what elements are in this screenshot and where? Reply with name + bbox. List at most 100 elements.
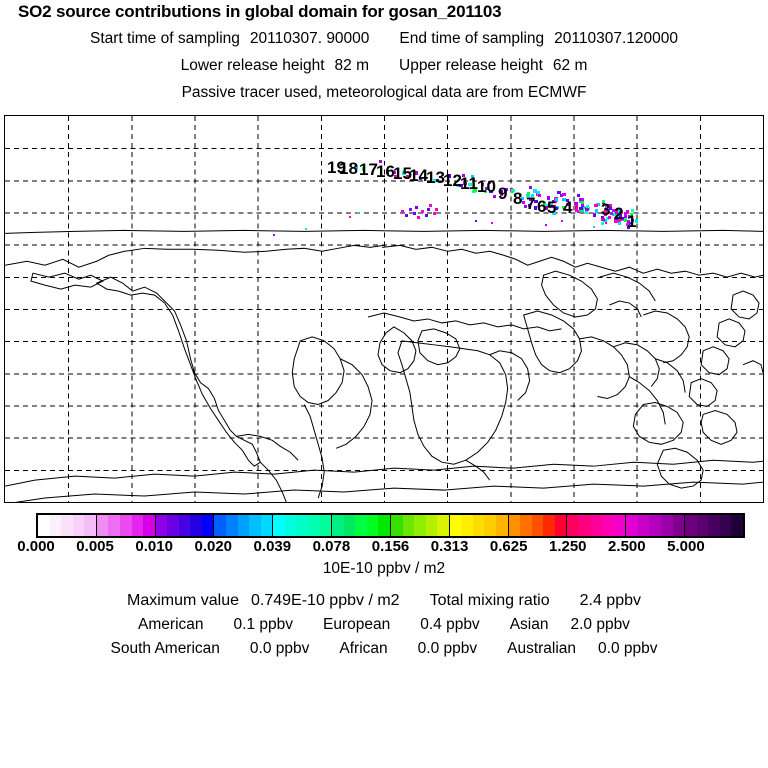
trajectory-label-16: 16 <box>376 162 395 181</box>
plume-pixel <box>602 200 605 203</box>
colorbar-step <box>390 515 403 536</box>
plume-pixel <box>605 204 608 207</box>
plume-pixel <box>626 210 629 213</box>
plume-pixel <box>609 204 612 207</box>
colorbar-step <box>508 515 521 536</box>
trajectory-label-17: 17 <box>359 160 378 179</box>
colorbar-tick-7: 0.313 <box>430 538 469 555</box>
colorbar-segment-3 <box>214 515 274 536</box>
region-european-value: 0.4 ppbv <box>420 616 480 633</box>
region-african-label: African <box>339 640 388 657</box>
plume-pixel-remote <box>593 226 595 228</box>
plume-pixel-europe <box>435 208 438 211</box>
max-value-value: 0.749E-10 ppbv / m2 <box>251 592 400 609</box>
page-title: SO2 source contributions in global domai… <box>18 2 502 21</box>
plume-pixel <box>533 189 537 193</box>
trajectory-label-18: 18 <box>339 159 358 178</box>
colorbar-step <box>190 515 202 536</box>
plume-pixel <box>629 222 632 225</box>
colorbar-step <box>249 515 261 536</box>
plume-pixel <box>612 213 615 216</box>
plume-pixel <box>468 183 472 186</box>
colorbar-step <box>237 515 250 536</box>
colorbar-step <box>461 515 473 536</box>
plume-pixel <box>581 200 584 204</box>
plume-pixel <box>546 204 550 207</box>
plume-pixel <box>524 205 527 208</box>
colorbar-step <box>214 515 227 536</box>
plume-pixel <box>489 190 493 193</box>
colorbar-step <box>201 515 214 536</box>
trajectory-label-14: 14 <box>409 166 428 185</box>
plume-pixel <box>562 193 566 196</box>
colorbar-segment-5 <box>332 515 391 536</box>
plume-pixel <box>624 216 627 219</box>
trajectory-label-4: 4 <box>563 198 573 217</box>
colorbar-step <box>425 515 438 536</box>
colorbar-tick-6: 0.156 <box>371 538 410 555</box>
colorbar-step <box>131 515 144 536</box>
trajectory-label-13: 13 <box>426 168 445 187</box>
colorbar-step <box>332 515 344 536</box>
plume-pixel <box>362 167 365 171</box>
plume-pixel-remote <box>357 212 359 214</box>
plume-pixel <box>543 202 546 205</box>
plume-pixel-remote <box>491 222 493 224</box>
colorbar-step <box>696 515 709 536</box>
plume-pixel <box>617 208 620 211</box>
plume-pixel <box>500 190 503 193</box>
plume-pixel <box>579 209 582 212</box>
plume-pixel-europe <box>433 212 436 215</box>
colorbar-tick-11: 5.000 <box>667 538 705 555</box>
plume-pixel <box>605 207 609 211</box>
colorbar-step <box>72 515 85 536</box>
colorbar-tick-9: 1.250 <box>548 538 587 555</box>
colorbar-step <box>308 515 320 536</box>
plume-pixel <box>552 211 556 215</box>
plume-pixel <box>610 212 613 215</box>
plume-pixel-europe <box>425 214 428 217</box>
colorbar-step <box>178 515 191 536</box>
plume-pixel <box>534 200 538 203</box>
colorbar-step <box>626 515 638 536</box>
plume-pixel <box>577 194 580 197</box>
colorbar-step <box>437 515 449 536</box>
end-time-value: 20110307.120000 <box>554 30 679 47</box>
colorbar-segment-11 <box>685 515 743 536</box>
colorbar-step <box>731 515 743 536</box>
plume-pixel <box>609 206 612 210</box>
colorbar-step <box>296 515 308 536</box>
plume-pixel <box>581 204 584 207</box>
plume-pixel <box>402 171 406 175</box>
sampling-time-row: Start time of sampling 20110307. 90000 End… <box>0 30 768 48</box>
plume-pixel <box>396 176 399 179</box>
plume-pixel <box>603 211 607 214</box>
colorbar-tick-4: 0.039 <box>253 538 292 555</box>
plume-pixel <box>612 209 616 212</box>
colorbar-segment-2 <box>155 515 215 536</box>
plume-pixel-europe <box>413 212 416 215</box>
plume-pixel <box>615 211 618 214</box>
plume-pixel-source <box>630 213 633 216</box>
start-time-label: Start time of sampling <box>89 30 240 47</box>
plume-pixel <box>554 199 557 203</box>
plume-pixel <box>596 203 600 206</box>
coastlines <box>5 230 763 502</box>
plume-pixel <box>560 194 563 197</box>
plume-pixel-source <box>619 218 622 221</box>
region-south-american-value: 0.0 ppbv <box>249 640 310 657</box>
colorbar-tick-8: 0.625 <box>489 538 528 555</box>
stats-row-south: South American 0.0 ppbv African 0.0 ppbv Aus… <box>0 640 768 658</box>
plume-pixel <box>527 192 530 195</box>
plume-pixel <box>406 175 409 179</box>
plume-pixel <box>557 191 561 194</box>
total-ratio-value: 2.4 ppbv <box>579 592 641 609</box>
plume-pixel <box>393 171 396 174</box>
plume-pixel <box>481 183 484 186</box>
colorbar-step <box>49 515 62 536</box>
stats-row-max: Maximum value 0.749E-10 ppbv / m2 Total mi… <box>0 592 768 610</box>
plume-pixel-source <box>628 215 631 218</box>
colorbar-step <box>378 515 390 536</box>
plume-pixel <box>617 215 620 218</box>
trajectory-label-8: 8 <box>513 189 523 208</box>
